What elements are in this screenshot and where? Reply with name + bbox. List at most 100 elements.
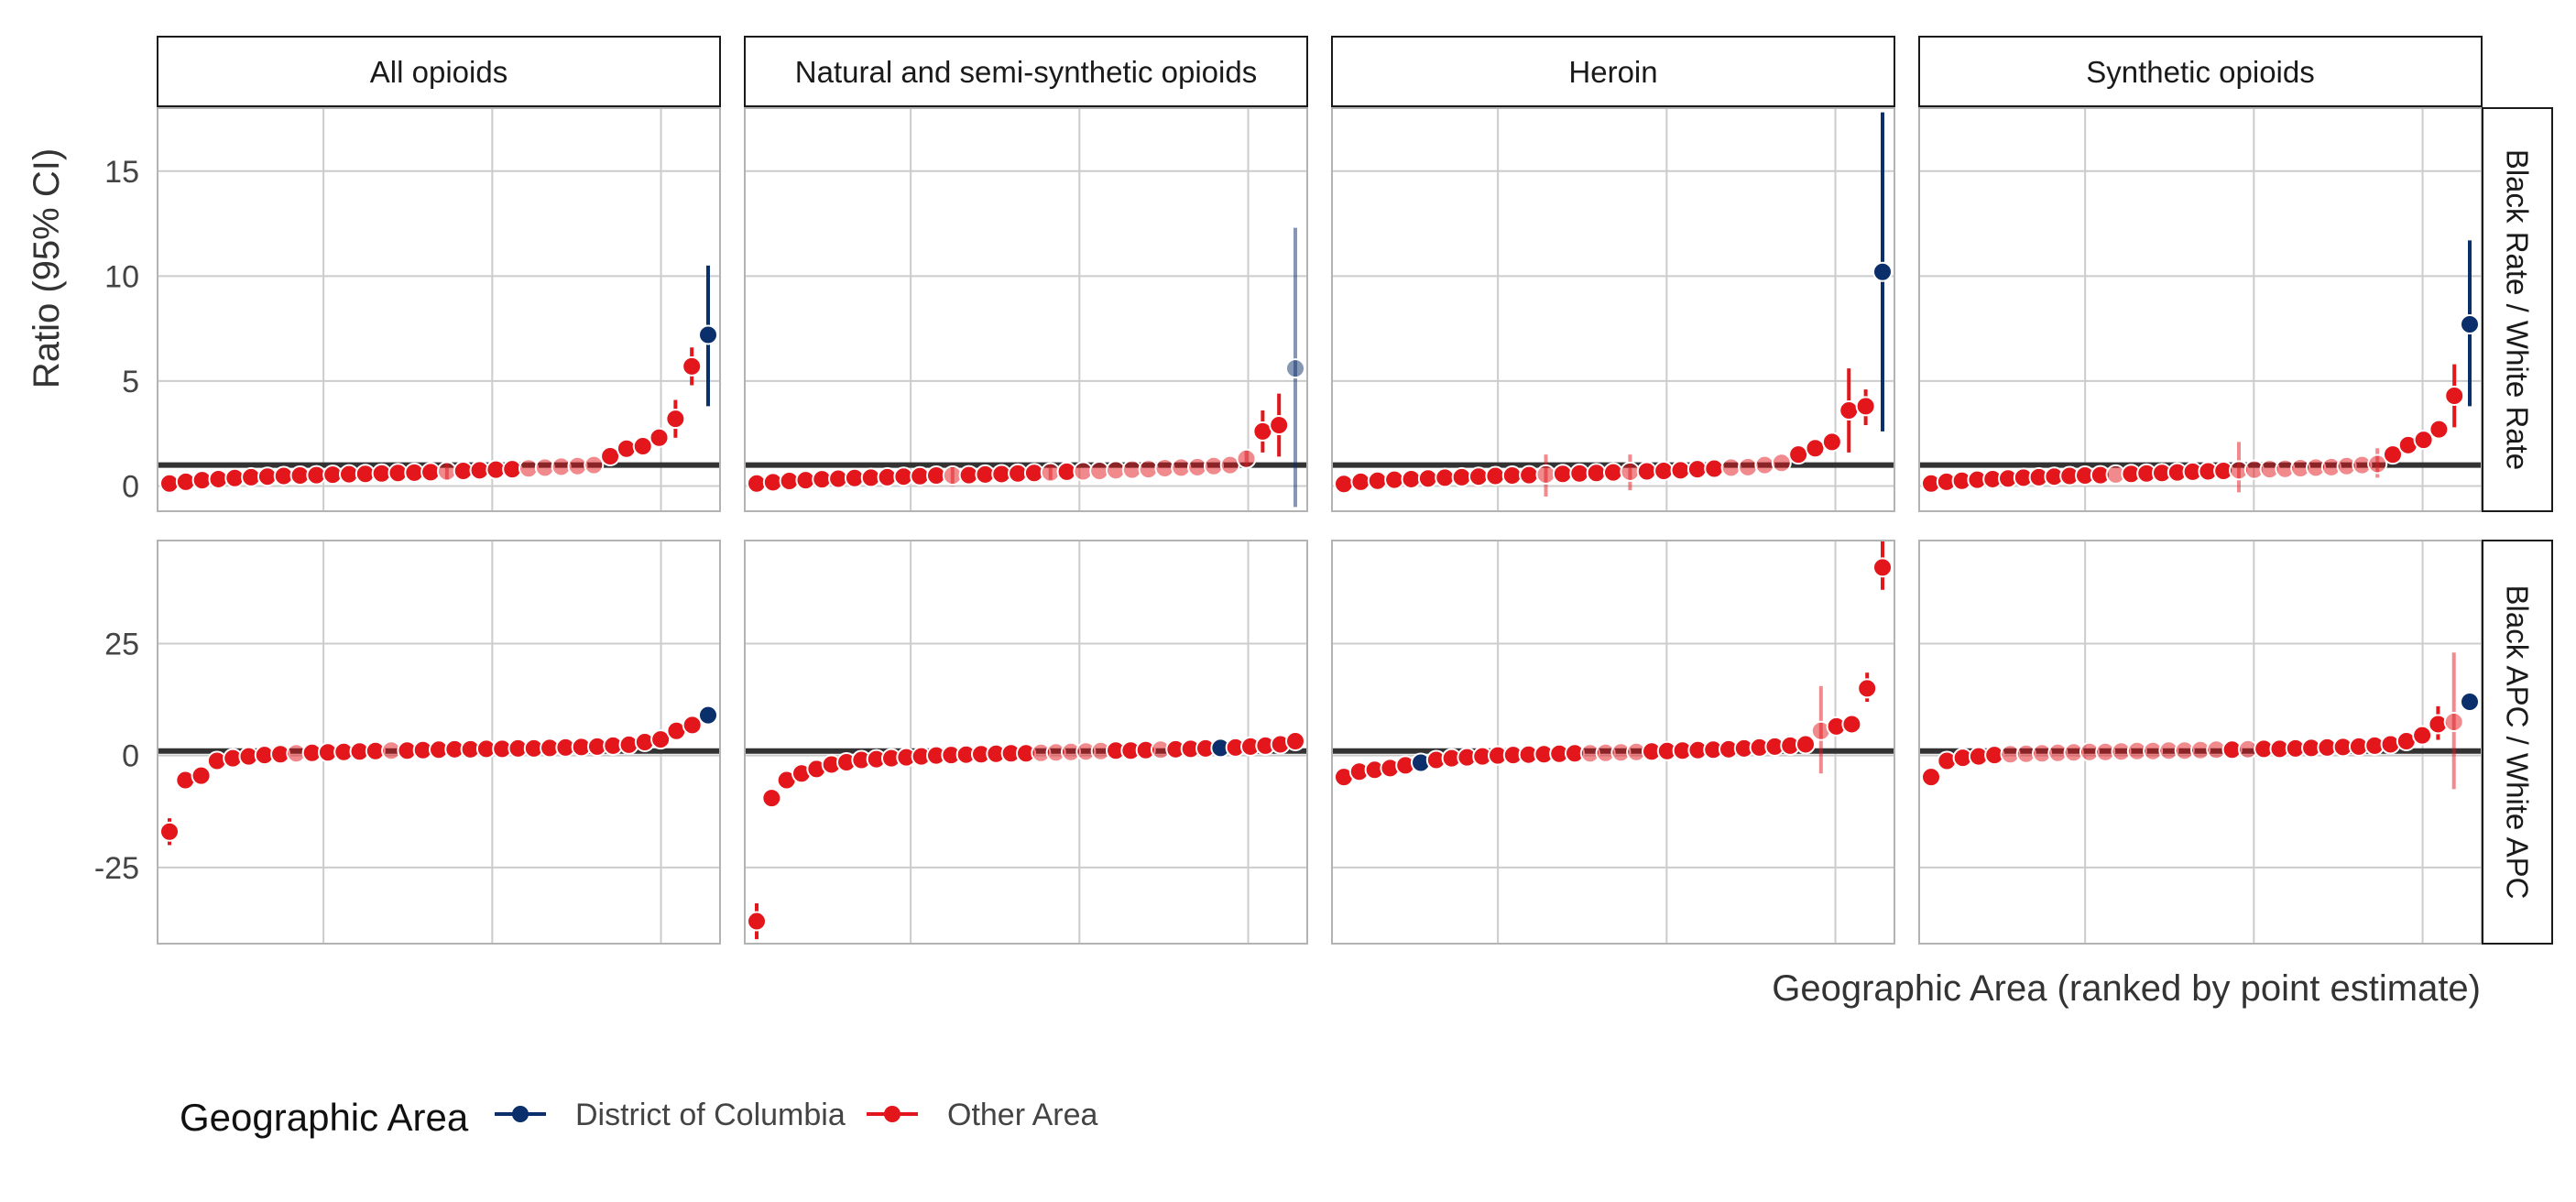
area-point <box>1855 396 1876 417</box>
area-point <box>1704 458 1725 479</box>
panels-layer <box>157 107 2483 945</box>
panel-black-rate-white-rate-heroin <box>1331 107 1895 512</box>
area-point <box>1821 432 1842 453</box>
area-point <box>649 427 670 448</box>
area-point <box>1236 448 1257 469</box>
y-tick-label: 10 <box>104 259 139 294</box>
area-point <box>747 911 767 932</box>
area-point <box>2412 725 2433 746</box>
column-strip-box <box>744 36 1308 107</box>
dc-point <box>1285 358 1305 379</box>
y-tick-label: 15 <box>104 155 139 190</box>
legend-title: Geographic Area <box>180 1096 469 1139</box>
area-point <box>1519 464 1540 486</box>
panel-border <box>744 540 1308 945</box>
panel-border <box>1331 540 1895 945</box>
area-point <box>682 715 703 736</box>
area-point <box>682 355 703 377</box>
legend-label-dc: District of Columbia <box>575 1098 846 1132</box>
area-point <box>1738 456 1758 477</box>
area-point <box>1435 467 1456 488</box>
panel-points <box>1921 652 2480 790</box>
area-point <box>159 821 180 842</box>
area-point <box>1841 714 1862 735</box>
row-strip-label: Black APC / White APC <box>2501 585 2535 900</box>
panel-black-rate-white-rate-synthetic-opioids <box>1918 107 2483 512</box>
panel-black-rate-white-rate-natural-and-semi-synthetic-opioids <box>744 107 1308 512</box>
area-point <box>1720 457 1741 478</box>
column-strip-label: Heroin <box>1568 55 1657 89</box>
area-point <box>1451 466 1472 487</box>
panel-points <box>159 265 718 494</box>
y-axis-title: Ratio (95% CI) <box>27 148 67 388</box>
legend: Geographic Area District of Columbia Oth… <box>180 1096 1098 1139</box>
area-point <box>1754 454 1775 475</box>
panel-gridlines <box>745 108 1307 511</box>
area-point <box>1501 465 1523 486</box>
panel-border <box>744 107 1308 512</box>
area-point <box>1857 678 1878 699</box>
column-strip-natural-and-semi-synthetic-opioids: Natural and semi-synthetic opioids <box>744 36 1308 107</box>
area-point <box>1670 460 1691 481</box>
area-point <box>1350 471 1371 492</box>
area-point <box>2429 419 2450 440</box>
y-tick-label: 0 <box>122 470 139 505</box>
column-strip-box <box>1331 36 1895 107</box>
column-strip-synthetic-opioids: Synthetic opioids <box>1918 36 2483 107</box>
area-point <box>2444 385 2465 406</box>
y-tick-label: -25 <box>94 851 139 886</box>
area-point <box>2367 453 2388 475</box>
area-point <box>1485 465 1506 486</box>
facet-strips: All opioids Natural and semi-synthetic op… <box>157 36 2553 945</box>
area-point <box>1535 464 1556 485</box>
column-strip-label: All opioids <box>370 55 508 89</box>
panel-points <box>747 731 1305 940</box>
column-strip-label: Natural and semi-synthetic opioids <box>795 55 1257 89</box>
panel-points <box>1334 112 1893 497</box>
panel-border <box>157 540 721 945</box>
area-point <box>1839 400 1860 421</box>
legend-label-other: Other Area <box>947 1098 1098 1132</box>
legend-dot-other <box>884 1106 901 1122</box>
dc-point <box>698 705 718 726</box>
area-point <box>761 788 782 809</box>
area-point <box>632 435 653 456</box>
row-strip-black-rate-white-rate: Black Rate / White Rate <box>2482 107 2553 512</box>
area-point <box>1586 463 1607 484</box>
area-point <box>2443 712 2464 732</box>
legend-dot-dc <box>512 1106 529 1122</box>
row-strip-box <box>2482 540 2553 945</box>
area-point <box>1654 461 1675 481</box>
area-point <box>1401 468 1422 489</box>
panel-black-apc-white-apc-natural-and-semi-synthetic-opioids <box>744 540 1308 945</box>
legend-item-other: Other Area <box>867 1098 1098 1132</box>
panel-points <box>1921 240 2480 494</box>
row-strip-black-apc-white-apc: Black APC / White APC <box>2482 540 2553 945</box>
row-strip-box <box>2482 107 2553 512</box>
area-point <box>1796 734 1816 755</box>
area-point <box>616 438 637 459</box>
area-point <box>665 409 686 430</box>
area-point <box>1417 468 1438 489</box>
area-point <box>1620 461 1641 482</box>
area-point <box>1334 474 1354 495</box>
area-point <box>1805 438 1826 459</box>
y-tick-label: 25 <box>104 627 139 661</box>
area-point <box>584 454 605 475</box>
area-point <box>1367 470 1388 491</box>
y-axis-ticks: 0 5 10 15 -25 0 25 <box>94 155 139 886</box>
panel-black-apc-white-apc-synthetic-opioids <box>1918 540 2483 945</box>
area-point <box>1872 557 1893 578</box>
column-strip-all-opioids: All opioids <box>157 36 721 107</box>
area-point <box>1788 444 1809 465</box>
panel-black-apc-white-apc-all-opioids <box>157 540 721 945</box>
area-point <box>1569 463 1590 484</box>
panel-points <box>1334 541 1893 788</box>
dc-point <box>1872 261 1893 282</box>
area-point <box>1603 462 1623 483</box>
area-point <box>1285 731 1305 752</box>
row-strip-label: Black Rate / White Rate <box>2501 149 2535 470</box>
y-tick-label: 5 <box>122 365 139 399</box>
area-point <box>1636 461 1657 482</box>
